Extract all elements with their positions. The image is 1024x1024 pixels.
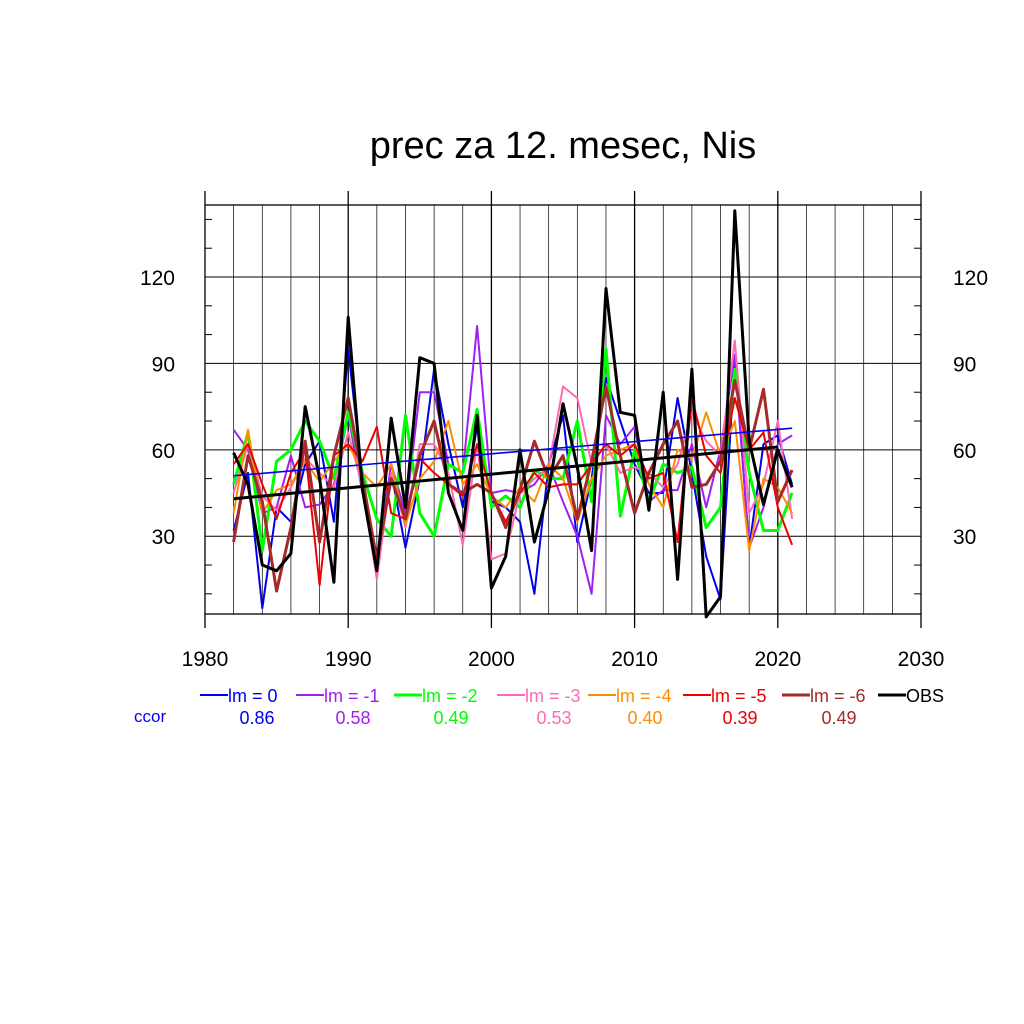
ccor-value-0: 0.86 xyxy=(239,708,274,728)
ccor-value-2: 0.49 xyxy=(433,708,468,728)
x-tick-label: 2010 xyxy=(611,648,658,671)
y-tick-label-right: 60 xyxy=(953,440,976,463)
x-tick-label: 2020 xyxy=(754,648,801,671)
chart-title: prec za 12. mesec, Nis xyxy=(370,125,756,167)
ccor-label: ccor xyxy=(134,707,166,726)
y-tick-label-right: 90 xyxy=(953,353,976,376)
trend-line-0 xyxy=(233,427,793,477)
legend-label-4: lm = -4 xyxy=(616,686,672,706)
ccor-value-3: 0.53 xyxy=(536,708,571,728)
x-tick-label: 1990 xyxy=(325,648,372,671)
series-layer xyxy=(232,209,794,619)
y-tick-label-right: 120 xyxy=(953,267,988,290)
legend-label-6: lm = -6 xyxy=(810,686,866,706)
x-tick-label: 2000 xyxy=(468,648,515,671)
x-tick-label: 1980 xyxy=(182,648,229,671)
ccor-value-5: 0.39 xyxy=(722,708,757,728)
legend-label-1: lm = -1 xyxy=(324,686,380,706)
legend-label-0: lm = 0 xyxy=(228,686,278,706)
y-tick-label-left: 120 xyxy=(140,267,175,290)
y-tick-label-left: 90 xyxy=(152,353,175,376)
plot-frame xyxy=(204,204,922,615)
legend-label-2: lm = -2 xyxy=(422,686,478,706)
x-tick-label: 2030 xyxy=(898,648,945,671)
legend-label-3: lm = -3 xyxy=(525,686,581,706)
legend-label-7: OBS xyxy=(906,686,944,706)
ccor-value-6: 0.49 xyxy=(821,708,856,728)
y-tick-label-left: 60 xyxy=(152,440,175,463)
axes: 1980 1990 2000 2010 2020 2030 30 30 60 60 90 90 120 1… xyxy=(140,191,988,671)
y-tick-label-left: 30 xyxy=(152,526,175,549)
series-line-7 xyxy=(232,209,794,619)
ccor-value-1: 0.58 xyxy=(335,708,370,728)
trend-line-7 xyxy=(233,445,778,501)
y-tick-label-right: 30 xyxy=(953,526,976,549)
legend-label-5: lm = -5 xyxy=(711,686,767,706)
ccor-value-4: 0.40 xyxy=(627,708,662,728)
